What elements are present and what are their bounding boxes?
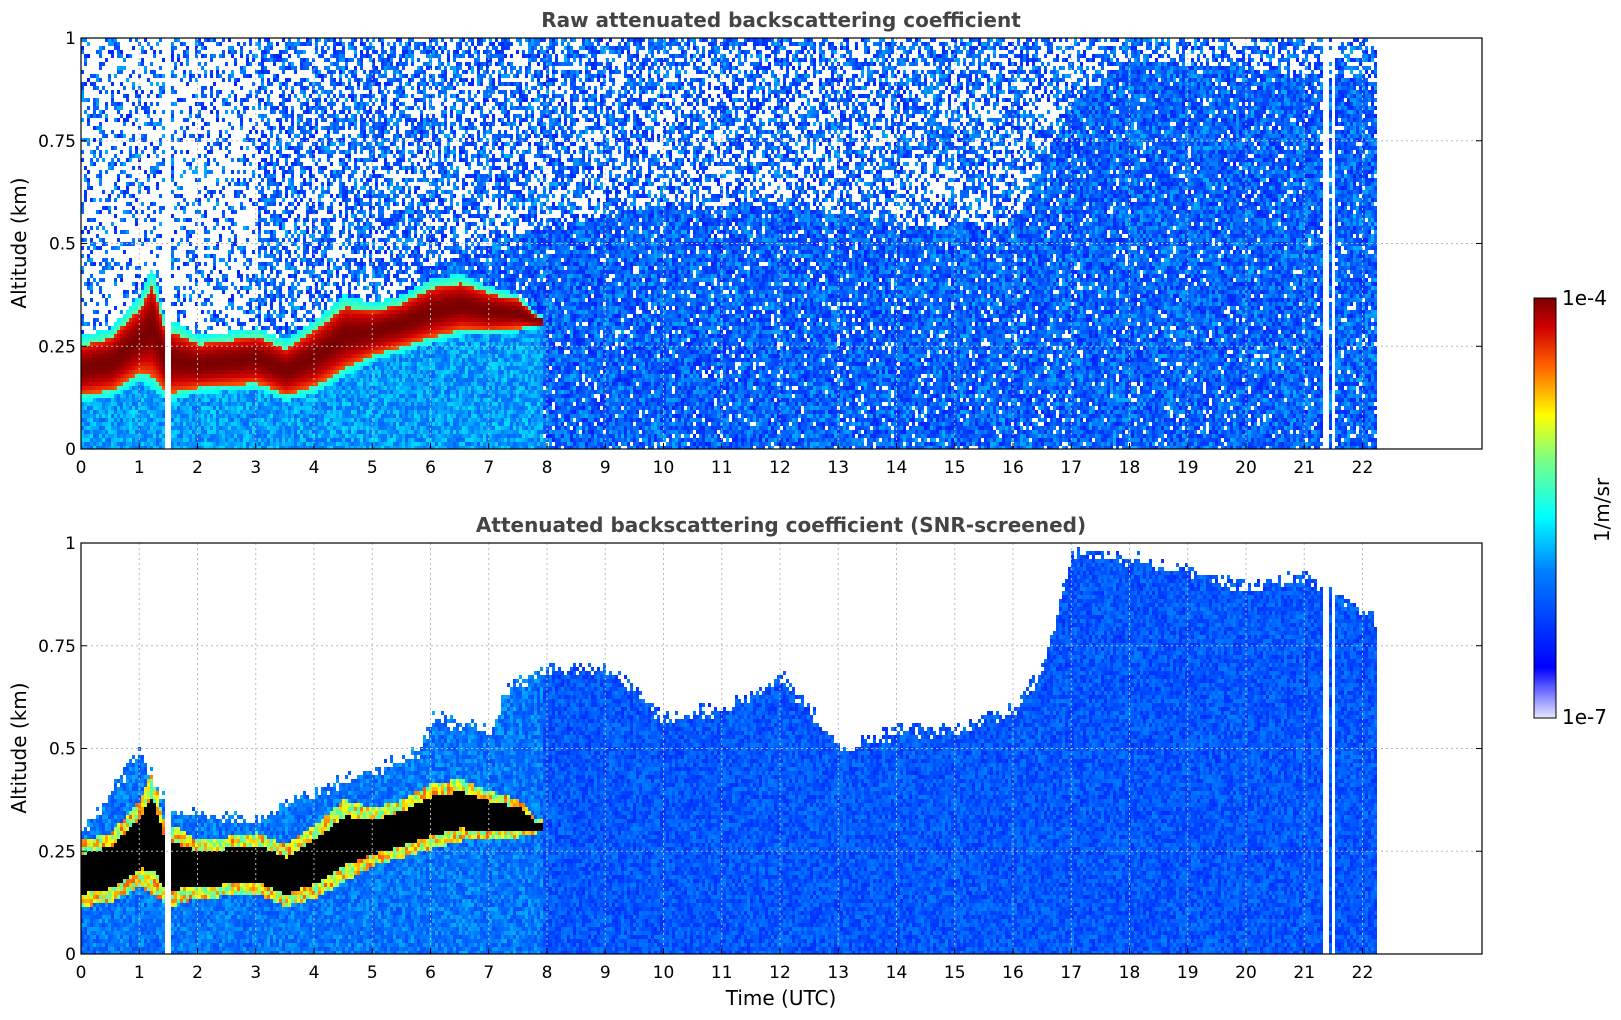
x-tick-label: 16 (1002, 963, 1024, 983)
y-tick-label: 0.25 (38, 337, 76, 357)
panel-raw-title: Raw attenuated backscattering coefficien… (541, 8, 1021, 32)
x-tick-label: 3 (250, 458, 261, 478)
panel-screened-heatmap (81, 547, 1377, 955)
x-tick-label: 10 (653, 963, 675, 983)
x-tick-label: 14 (886, 458, 908, 478)
x-tick-label: 19 (1177, 458, 1199, 478)
x-tick-label: 17 (1060, 963, 1082, 983)
x-tick-label: 22 (1352, 963, 1374, 983)
x-tick-label: 4 (309, 458, 320, 478)
x-tick-label: 2 (192, 458, 203, 478)
colorbar-min-label: 1e-7 (1562, 705, 1607, 729)
y-tick-label: 1 (65, 534, 76, 554)
y-tick-label: 0 (65, 945, 76, 965)
x-tick-label: 0 (76, 963, 87, 983)
x-tick-label: 10 (653, 458, 675, 478)
y-tick-label: 1 (65, 29, 76, 49)
x-tick-label: 13 (827, 458, 849, 478)
x-tick-label: 6 (425, 458, 436, 478)
x-tick-label: 3 (250, 963, 261, 983)
colorbar-max-label: 1e-4 (1562, 286, 1607, 310)
panel-screened: Attenuated backscattering coefficient (S… (7, 513, 1482, 1010)
x-tick-label: 6 (425, 963, 436, 983)
x-tick-label: 14 (886, 963, 908, 983)
x-tick-label: 7 (483, 963, 494, 983)
x-tick-label: 1 (134, 458, 145, 478)
x-tick-label: 19 (1177, 963, 1199, 983)
x-tick-label: 20 (1235, 458, 1257, 478)
y-tick-label: 0.75 (38, 637, 76, 657)
x-tick-label: 22 (1352, 458, 1374, 478)
x-tick-label: 4 (309, 963, 320, 983)
x-tick-label: 5 (367, 458, 378, 478)
x-tick-label: 0 (76, 458, 87, 478)
x-tick-label: 21 (1293, 458, 1315, 478)
x-tick-label: 9 (600, 963, 611, 983)
panel-screened-xlabel: Time (UTC) (725, 986, 837, 1010)
colorbar-scale (1534, 298, 1556, 718)
y-tick-label: 0.5 (49, 235, 76, 255)
colorbar-unit-label: 1/m/sr (1590, 477, 1614, 542)
y-tick-label: 0.25 (38, 842, 76, 862)
x-tick-label: 13 (827, 963, 849, 983)
x-tick-label: 11 (711, 458, 733, 478)
x-tick-label: 12 (769, 963, 791, 983)
x-tick-label: 9 (600, 458, 611, 478)
x-tick-label: 15 (944, 963, 966, 983)
panel-screened-ylabel: Altitude (km) (7, 682, 31, 813)
panel-raw: Raw attenuated backscattering coefficien… (7, 8, 1482, 478)
x-tick-label: 12 (769, 458, 791, 478)
y-tick-label: 0 (65, 440, 76, 460)
x-tick-label: 8 (542, 458, 553, 478)
x-tick-label: 21 (1293, 963, 1315, 983)
x-tick-label: 17 (1060, 458, 1082, 478)
panel-screened-title: Attenuated backscattering coefficient (S… (476, 513, 1086, 537)
x-tick-label: 15 (944, 458, 966, 478)
x-tick-label: 2 (192, 963, 203, 983)
x-tick-label: 5 (367, 963, 378, 983)
colorbar: 1e-4 1e-7 1/m/sr (1534, 286, 1614, 729)
y-tick-label: 0.75 (38, 132, 76, 152)
x-tick-label: 18 (1119, 458, 1141, 478)
x-tick-label: 1 (134, 963, 145, 983)
panel-raw-ylabel: Altitude (km) (7, 177, 31, 308)
x-tick-label: 20 (1235, 963, 1257, 983)
x-tick-label: 11 (711, 963, 733, 983)
x-tick-label: 7 (483, 458, 494, 478)
x-tick-label: 16 (1002, 458, 1024, 478)
x-tick-label: 8 (542, 963, 553, 983)
x-tick-label: 18 (1119, 963, 1141, 983)
y-tick-label: 0.5 (49, 740, 76, 760)
